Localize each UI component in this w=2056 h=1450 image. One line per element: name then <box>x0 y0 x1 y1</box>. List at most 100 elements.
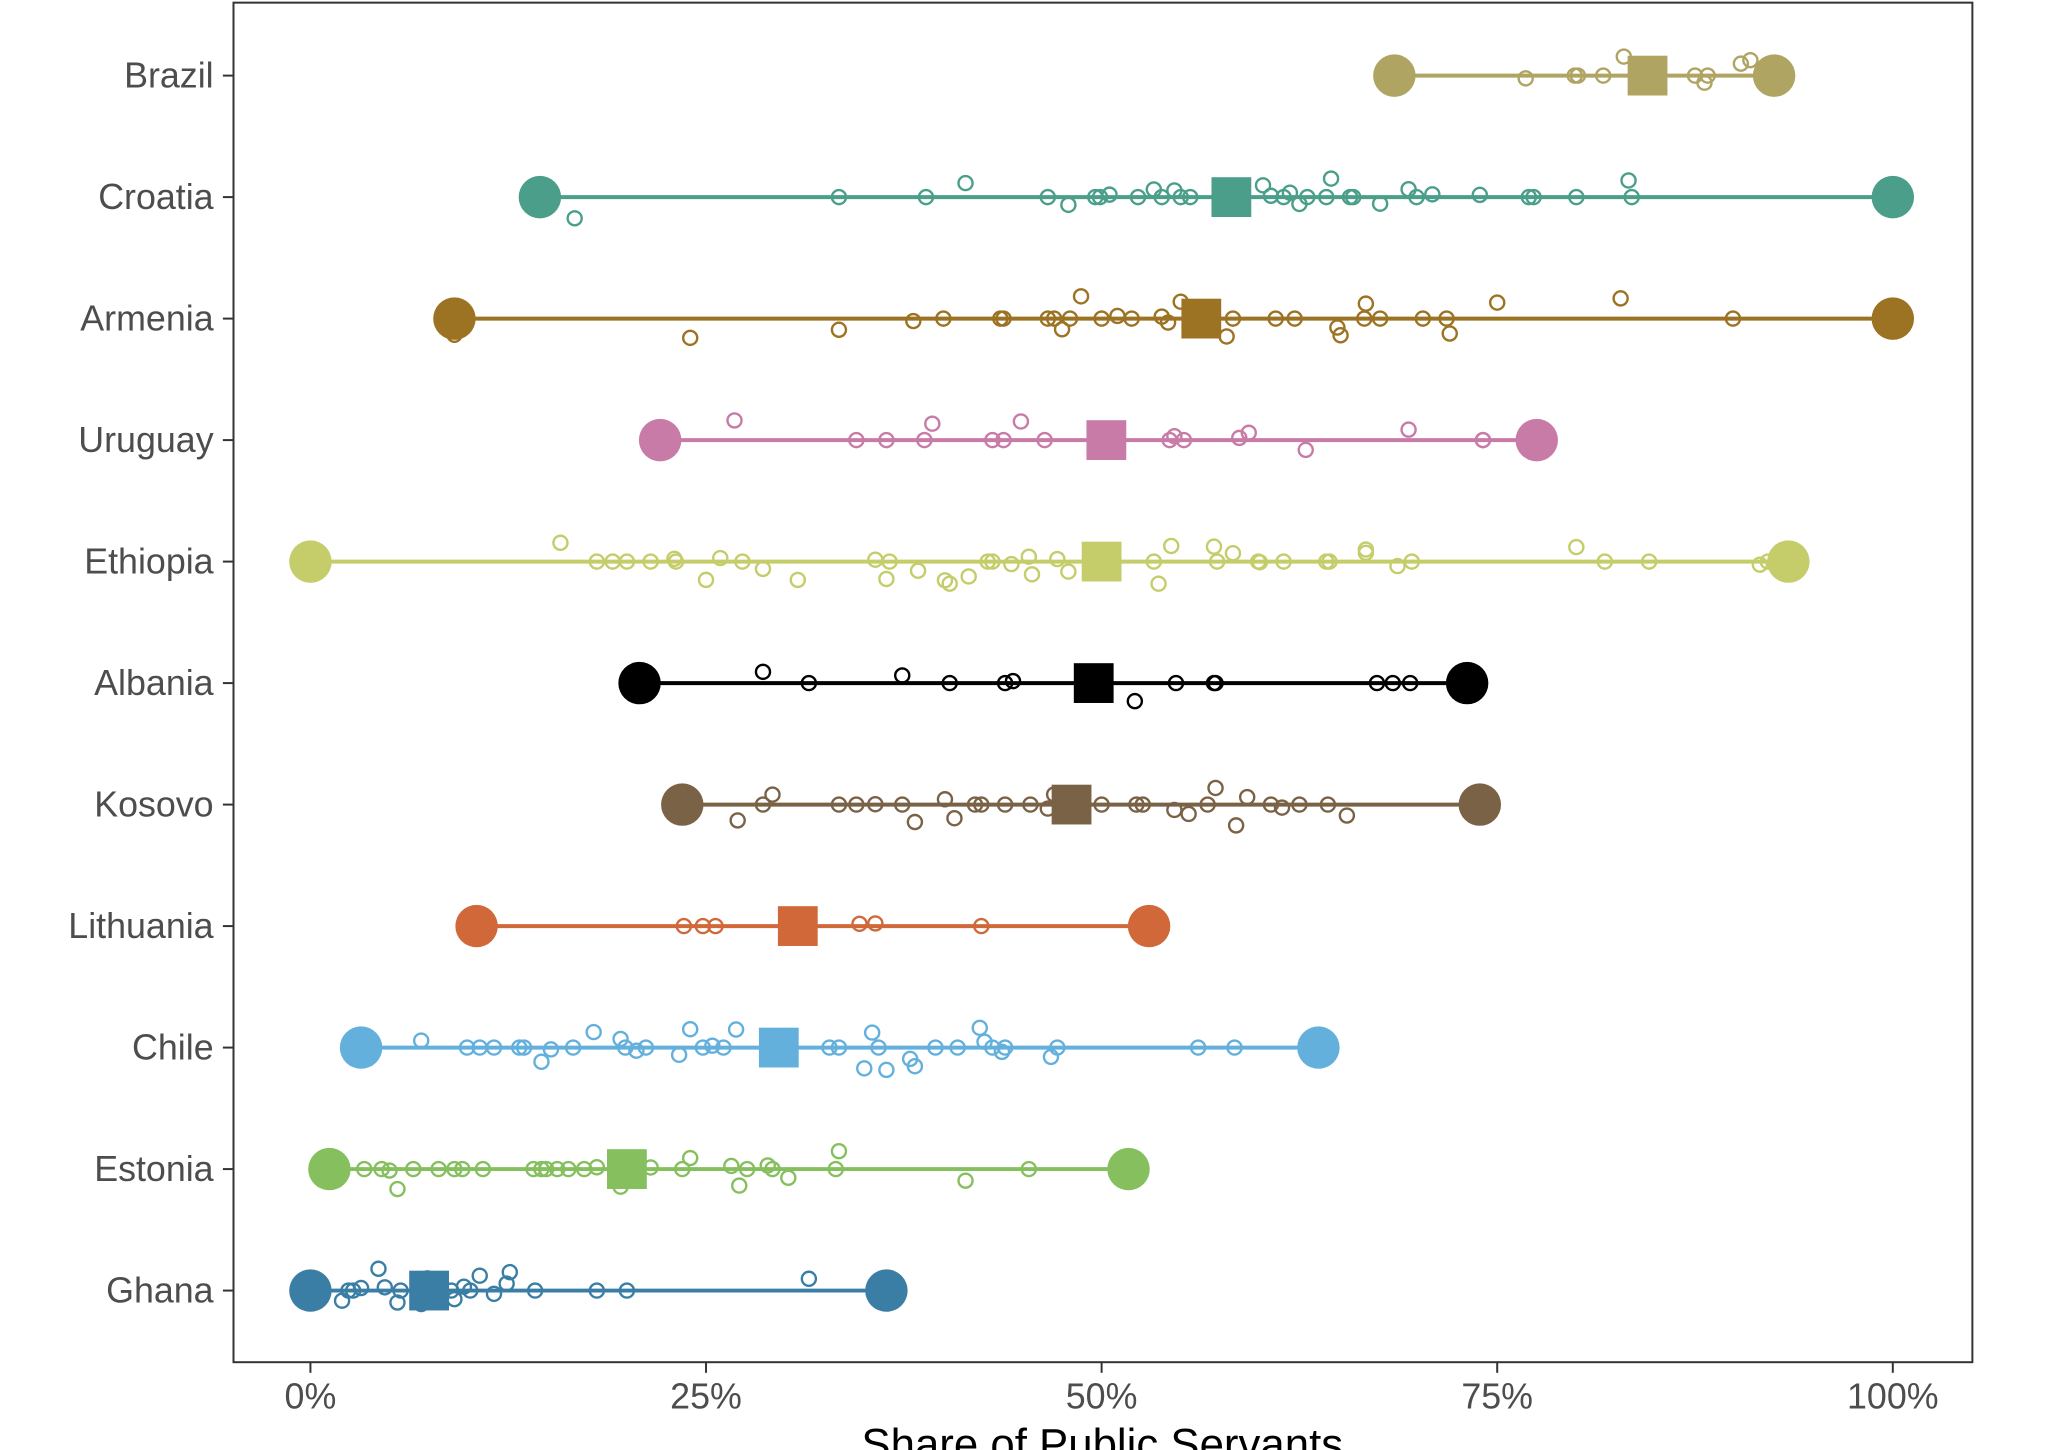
data-point <box>1254 177 1272 194</box>
series-estonia <box>308 1142 1150 1198</box>
data-point <box>949 1039 966 1056</box>
data-point <box>927 1039 944 1056</box>
data-point <box>1286 310 1303 327</box>
data-point <box>870 1039 887 1056</box>
data-point <box>827 1160 844 1178</box>
data-point <box>537 1160 555 1178</box>
data-point <box>754 663 772 681</box>
max-marker <box>1871 175 1915 219</box>
data-point <box>971 1019 988 1037</box>
data-point <box>1403 553 1420 570</box>
data-point <box>588 1282 606 1299</box>
data-point <box>526 1282 544 1299</box>
data-point <box>1020 1160 1038 1178</box>
x-tick-label: 25% <box>670 1377 742 1417</box>
data-point <box>588 553 606 570</box>
data-point <box>1101 186 1118 203</box>
data-point <box>830 321 848 338</box>
data-point <box>1275 553 1292 570</box>
series-croatia <box>518 170 1915 227</box>
data-point <box>681 329 699 347</box>
min-marker <box>308 1147 351 1191</box>
min-marker <box>455 904 498 948</box>
data-point <box>1640 553 1658 570</box>
mean-marker <box>607 1149 647 1189</box>
data-point <box>924 415 941 432</box>
data-point <box>585 1023 602 1041</box>
data-point <box>617 1039 634 1056</box>
data-point <box>1123 310 1140 327</box>
min-marker <box>433 297 476 340</box>
data-point <box>1045 310 1063 327</box>
min-marker <box>518 175 562 219</box>
data-point <box>566 210 583 227</box>
data-point <box>712 549 729 567</box>
y-tick-label: Albania <box>94 663 214 703</box>
data-point <box>881 553 898 570</box>
series-kosovo <box>661 779 1502 834</box>
series-ethiopia <box>289 534 1810 592</box>
data-point <box>936 791 954 808</box>
data-point <box>754 560 772 578</box>
min-marker <box>289 1269 332 1312</box>
data-point <box>1751 556 1769 573</box>
data-point <box>1441 325 1458 342</box>
data-point <box>830 796 848 813</box>
data-point <box>1153 188 1170 206</box>
data-point <box>1357 544 1375 562</box>
data-point <box>906 1058 924 1075</box>
data-point <box>1093 796 1110 813</box>
data-point <box>764 786 781 803</box>
data-point <box>381 1162 398 1179</box>
mean-marker <box>1073 663 1114 703</box>
data-point <box>1167 674 1185 692</box>
data-point <box>458 1039 476 1056</box>
data-point <box>848 796 865 813</box>
data-point <box>1231 429 1248 447</box>
data-point <box>1182 188 1199 206</box>
data-point <box>1166 428 1183 445</box>
data-point <box>1126 692 1144 710</box>
data-point <box>1180 805 1197 823</box>
data-point <box>984 1039 1001 1056</box>
data-point <box>1699 67 1716 84</box>
data-point <box>675 917 693 935</box>
mean-marker <box>1081 541 1122 582</box>
data-point <box>856 1060 873 1077</box>
data-point <box>1389 557 1406 575</box>
data-point <box>863 1024 881 1041</box>
data-point <box>471 1267 488 1284</box>
data-point <box>1163 537 1180 555</box>
data-point <box>681 1149 699 1167</box>
data-point <box>715 1039 732 1056</box>
max-marker <box>1752 54 1796 97</box>
data-point <box>995 310 1012 327</box>
min-marker <box>339 1026 383 1069</box>
data-point <box>917 188 935 206</box>
data-point <box>697 571 715 589</box>
data-point <box>1022 796 1039 813</box>
data-point <box>1732 55 1750 72</box>
data-point <box>1742 51 1759 69</box>
data-point <box>637 1039 655 1056</box>
data-point <box>352 1279 370 1297</box>
x-axis-title: Share of Public Servants <box>861 1420 1343 1450</box>
min-marker <box>661 783 704 826</box>
data-point <box>996 796 1014 813</box>
data-point <box>412 1032 430 1049</box>
mean-marker <box>1211 177 1252 217</box>
min-marker <box>618 661 661 705</box>
data-point <box>1318 188 1335 206</box>
data-point <box>1003 555 1020 573</box>
data-point <box>935 310 952 327</box>
data-point <box>1371 195 1389 212</box>
data-point <box>1414 310 1432 327</box>
data-point <box>960 568 977 585</box>
y-tick-label: Ghana <box>106 1271 214 1311</box>
data-point <box>1004 672 1022 690</box>
mean-marker <box>777 906 818 946</box>
max-marker <box>865 1269 908 1312</box>
y-tick-label: Chile <box>132 1028 214 1068</box>
max-marker <box>1127 904 1171 948</box>
data-point <box>731 1177 748 1194</box>
